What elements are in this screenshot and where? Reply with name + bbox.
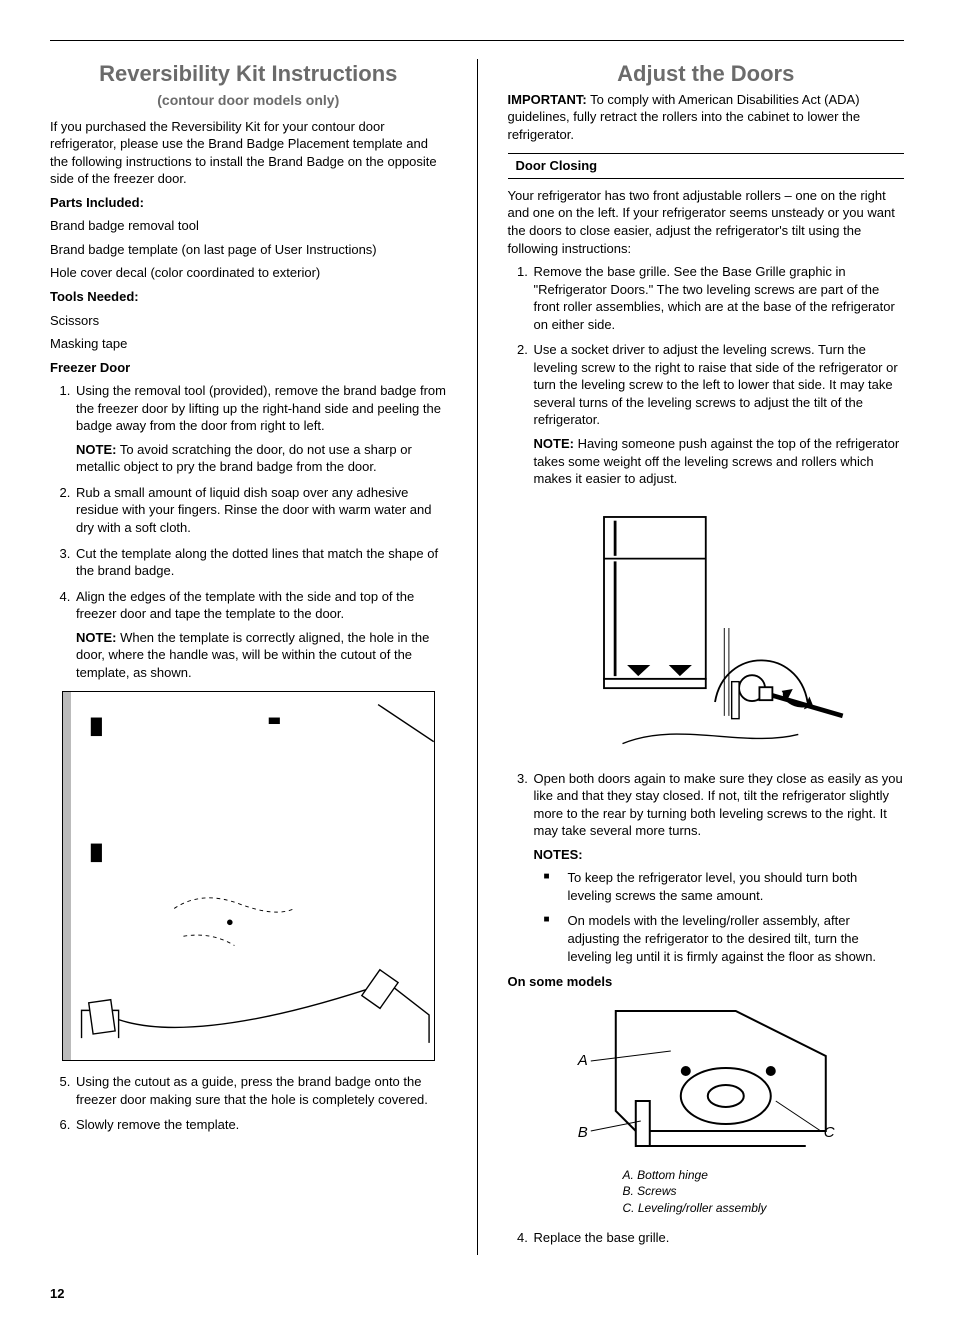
r-step3-text: Open both doors again to make sure they …: [534, 771, 903, 839]
r-step2-note: NOTE: Having someone push against the to…: [534, 435, 905, 488]
important-label: IMPORTANT:: [508, 92, 587, 107]
door-closing-label: Door Closing: [508, 153, 905, 179]
fridge-figure: [508, 498, 905, 758]
cap-b: B. Screws: [622, 1183, 789, 1200]
template-svg: [63, 692, 434, 1060]
right-title: Adjust the Doors: [508, 59, 905, 89]
left-column: Reversibility Kit Instructions (contour …: [50, 59, 447, 1255]
r-step2-note-label: NOTE:: [534, 436, 574, 451]
step4-note-label: NOTE:: [76, 630, 116, 645]
right-steps-1-2: Remove the base grille. See the Base Gri…: [508, 263, 905, 488]
left-step-3: Cut the template along the dotted lines …: [74, 545, 447, 580]
right-step-1: Remove the base grille. See the Base Gri…: [532, 263, 905, 333]
r-step2-note-text: Having someone push against the top of t…: [534, 436, 900, 486]
label-b: B: [578, 1124, 588, 1141]
left-title: Reversibility Kit Instructions: [50, 59, 447, 89]
right-step-3: Open both doors again to make sure they …: [532, 770, 905, 965]
on-some-models: On some models: [508, 973, 905, 991]
left-step-4: Align the edges of the template with the…: [74, 588, 447, 682]
parts-heading: Parts Included:: [50, 194, 447, 212]
note-2: On models with the leveling/roller assem…: [558, 912, 905, 965]
right-steps-4: Replace the base grille.: [508, 1229, 905, 1247]
cap-c: C. Leveling/roller assembly: [622, 1200, 789, 1217]
notes-label: NOTES:: [534, 846, 905, 864]
step1-text: Using the removal tool (provided), remov…: [76, 383, 446, 433]
roller-figure: A B C A. Bottom hinge B. Screws C. Level…: [508, 1001, 905, 1217]
roller-caption: A. Bottom hinge B. Screws C. Leveling/ro…: [622, 1167, 789, 1217]
r-step2-text: Use a socket driver to adjust the leveli…: [534, 342, 898, 427]
left-steps-5-6: Using the cutout as a guide, press the b…: [50, 1073, 447, 1134]
step4-note: NOTE: When the template is correctly ali…: [76, 629, 447, 682]
tool-1: Scissors: [50, 312, 447, 330]
right-intro: Your refrigerator has two front adjustab…: [508, 187, 905, 257]
column-separator: [477, 59, 478, 1255]
left-step-5: Using the cutout as a guide, press the b…: [74, 1073, 447, 1108]
left-subtitle: (contour door models only): [50, 91, 447, 110]
step1-note-label: NOTE:: [76, 442, 116, 457]
left-steps-1-4: Using the removal tool (provided), remov…: [50, 382, 447, 681]
right-column: Adjust the Doors IMPORTANT: To comply wi…: [508, 59, 905, 1255]
tools-heading: Tools Needed:: [50, 288, 447, 306]
template-diagram: [62, 691, 435, 1061]
two-column-layout: Reversibility Kit Instructions (contour …: [50, 59, 904, 1255]
notes-list: To keep the refrigerator level, you shou…: [534, 869, 905, 965]
page-number: 12: [50, 1285, 904, 1303]
part-3: Hole cover decal (color coordinated to e…: [50, 264, 447, 282]
part-2: Brand badge template (on last page of Us…: [50, 241, 447, 259]
template-figure: [50, 691, 447, 1061]
part-1: Brand badge removal tool: [50, 217, 447, 235]
step1-note: NOTE: To avoid scratching the door, do n…: [76, 441, 447, 476]
step4-note-text: When the template is correctly aligned, …: [76, 630, 429, 680]
label-c: C: [824, 1124, 835, 1141]
label-a: A: [577, 1052, 588, 1069]
roller-svg: A B C: [567, 1001, 845, 1161]
left-step-2: Rub a small amount of liquid dish soap o…: [74, 484, 447, 537]
tool-2: Masking tape: [50, 335, 447, 353]
top-rule: [50, 40, 904, 41]
left-step-1: Using the removal tool (provided), remov…: [74, 382, 447, 476]
cap-a: A. Bottom hinge: [622, 1167, 789, 1184]
right-steps-3: Open both doors again to make sure they …: [508, 770, 905, 965]
right-step-4: Replace the base grille.: [532, 1229, 905, 1247]
right-step-2: Use a socket driver to adjust the leveli…: [532, 341, 905, 487]
freezer-heading: Freezer Door: [50, 359, 447, 377]
step4-text: Align the edges of the template with the…: [76, 589, 414, 622]
right-important: IMPORTANT: To comply with American Disab…: [508, 91, 905, 144]
left-step-6: Slowly remove the template.: [74, 1116, 447, 1134]
note-1: To keep the refrigerator level, you shou…: [558, 869, 905, 904]
left-intro: If you purchased the Reversibility Kit f…: [50, 118, 447, 188]
fridge-svg: [567, 498, 845, 758]
step1-note-text: To avoid scratching the door, do not use…: [76, 442, 412, 475]
